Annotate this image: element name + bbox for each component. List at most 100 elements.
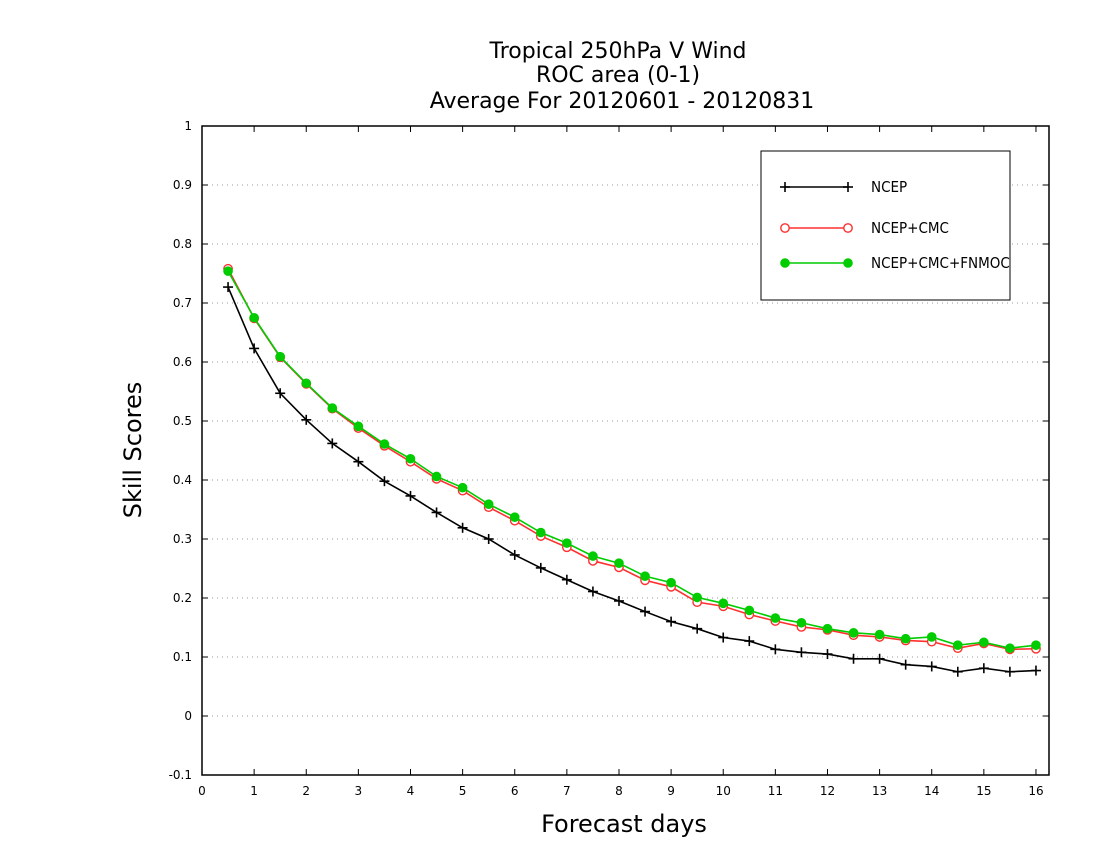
series-2-point-7 [405, 453, 416, 464]
legend-label-1: NCEP+CMC [871, 219, 949, 237]
series-2-point-14 [588, 551, 598, 561]
series-0-point-3 [301, 414, 312, 425]
series-0-point-8 [431, 507, 442, 518]
plot-frame [201, 125, 1050, 776]
legend-marker-end-1 [843, 223, 853, 233]
legend-marker-start-1 [780, 223, 790, 233]
legend-marker-start-2 [780, 258, 790, 268]
y-tick-label-8: 0.7 [173, 296, 192, 310]
series-0-point-19 [718, 632, 729, 643]
data-series [223, 263, 1041, 677]
series-2-point-0 [223, 266, 233, 276]
legend-item-2: NCEP+CMC+FNMOC [780, 254, 1010, 272]
series-0-point-31 [1030, 665, 1041, 676]
series-2-point-10 [483, 499, 494, 509]
x-tick-label-9: 9 [667, 784, 675, 798]
y-tick-label-5: 0.4 [173, 473, 192, 487]
series-0-point-14 [587, 586, 598, 597]
y-axis-label: Skill Scores [119, 382, 147, 519]
series-2 [223, 266, 1041, 653]
x-tick-label-6: 6 [511, 784, 519, 798]
x-tick-label-14: 14 [924, 784, 939, 798]
legend: NCEP NCEP+CMC NCEP+CMC+FNMOC [760, 150, 1011, 301]
series-0-point-27 [926, 661, 937, 672]
series-2-point-11 [509, 512, 520, 522]
chart-title-line-3: Average For 20120601 - 20120831 [430, 89, 815, 114]
series-2-point-5 [353, 421, 364, 432]
x-tick-label-16: 16 [1028, 784, 1043, 798]
y-tick-label-0: -0.1 [169, 768, 192, 782]
series-2-point-3 [301, 378, 312, 389]
series-2-point-16 [640, 571, 650, 581]
series-0-point-9 [457, 522, 468, 533]
series-0-point-29 [978, 663, 989, 674]
series-0-point-12 [535, 562, 546, 573]
series-0-point-16 [640, 606, 651, 617]
series-2-point-24 [848, 628, 859, 638]
series-2-point-19 [718, 598, 729, 609]
series-2-point-1 [249, 312, 259, 323]
chart-title-line-2: ROC area (0-1) [536, 63, 700, 88]
series-2-point-2 [275, 351, 285, 362]
series-2-point-21 [770, 613, 781, 623]
legend-label-2: NCEP+CMC+FNMOC [871, 254, 1010, 272]
chart-title-line-1: Tropical 250hPa V Wind [488, 39, 746, 64]
x-tick-label-11: 11 [768, 784, 783, 798]
series-0-point-23 [822, 649, 833, 660]
series-0-point-10 [483, 534, 494, 544]
series-2-point-30 [1005, 643, 1015, 653]
legend-item-0: NCEP [780, 178, 907, 196]
series-0-point-0 [223, 282, 234, 293]
x-axis-label: Forecast days [541, 810, 707, 838]
series-0-point-1 [249, 343, 260, 354]
legend-box [760, 150, 1011, 301]
series-2-point-27 [926, 632, 937, 642]
y-tick-label-7: 0.6 [173, 355, 192, 369]
series-0-point-18 [692, 623, 703, 634]
y-tick-label-3: 0.2 [173, 591, 192, 605]
series-2-point-29 [979, 637, 989, 648]
y-tick-label-10: 0.9 [173, 178, 192, 192]
series-2-point-17 [666, 577, 676, 588]
series-0-point-24 [848, 653, 859, 664]
legend-item-1: NCEP+CMC [780, 219, 949, 237]
x-tick-label-5: 5 [459, 784, 467, 798]
series-2-point-9 [457, 482, 468, 493]
series-2-point-31 [1031, 640, 1041, 651]
series-2-point-22 [796, 617, 807, 628]
series-2-point-18 [692, 592, 702, 603]
y-tick-label-2: 0.1 [173, 650, 192, 664]
x-tick-label-4: 4 [407, 784, 415, 798]
y-tick-label-11: 1 [184, 119, 192, 133]
x-tick-label-15: 15 [976, 784, 991, 798]
x-tick-label-7: 7 [563, 784, 571, 798]
y-tick-label-1: 0 [184, 709, 192, 723]
x-tick-label-10: 10 [716, 784, 731, 798]
legend-label-0: NCEP [871, 178, 907, 196]
x-tick-label-1: 1 [250, 784, 258, 798]
series-0-point-2 [275, 388, 286, 399]
series-0 [223, 282, 1041, 677]
series-line-0 [227, 286, 1037, 673]
series-0-point-22 [796, 647, 807, 658]
x-tick-label-13: 13 [872, 784, 887, 798]
series-2-point-20 [744, 605, 755, 616]
series-line-1 [227, 268, 1036, 651]
y-tick-label-9: 0.8 [173, 237, 192, 251]
series-0-point-4 [327, 438, 338, 449]
series-2-point-4 [327, 403, 338, 413]
series-2-point-13 [562, 538, 572, 548]
series-0-point-30 [1004, 666, 1015, 677]
series-0-point-7 [405, 490, 416, 501]
x-tick-label-0: 0 [198, 784, 206, 798]
x-tick-label-8: 8 [615, 784, 623, 798]
series-0-point-17 [666, 616, 677, 627]
x-tick-label-3: 3 [355, 784, 363, 798]
series-0-point-26 [900, 659, 911, 670]
series-2-point-6 [379, 439, 390, 449]
series-2-point-28 [952, 640, 963, 651]
series-0-point-25 [874, 653, 885, 664]
legend-marker-end-2 [843, 258, 853, 268]
series-2-point-12 [536, 527, 546, 538]
series-0-point-5 [353, 456, 364, 467]
